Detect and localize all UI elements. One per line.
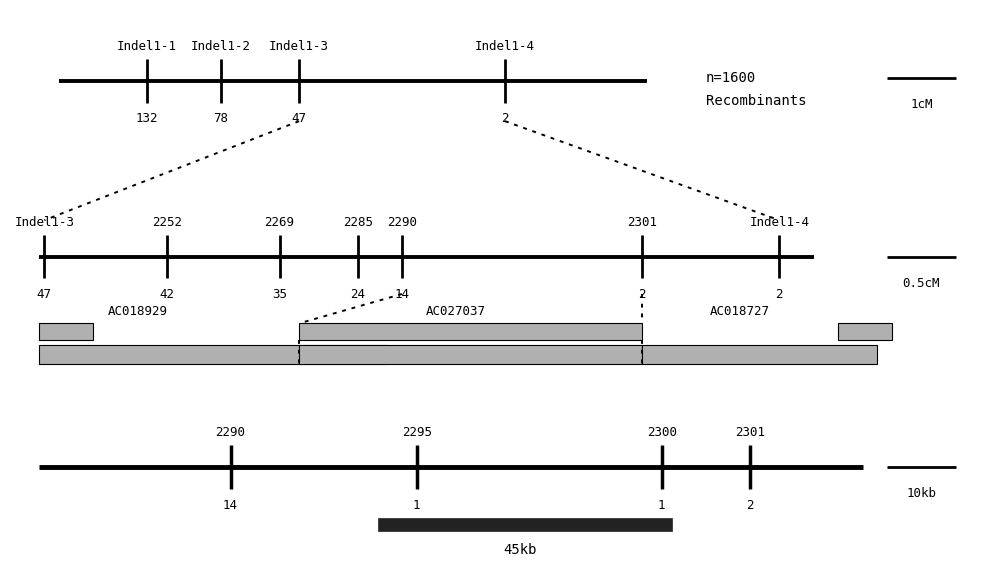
Text: 45kb: 45kb [503, 543, 536, 557]
Text: 2295: 2295 [402, 426, 432, 439]
Text: 78: 78 [213, 112, 228, 125]
Text: 14: 14 [394, 288, 410, 301]
Text: AC018727: AC018727 [710, 305, 770, 318]
Text: 2300: 2300 [647, 426, 677, 439]
Text: 24: 24 [350, 288, 365, 301]
Text: 47: 47 [37, 288, 52, 301]
Text: Recombinants: Recombinants [706, 94, 806, 108]
Text: Indel1-3: Indel1-3 [14, 216, 74, 229]
Text: 35: 35 [272, 288, 287, 301]
Text: Indel1-2: Indel1-2 [191, 40, 251, 53]
Text: 2252: 2252 [152, 216, 182, 229]
Text: Indel1-4: Indel1-4 [749, 216, 809, 229]
Text: 1: 1 [413, 499, 420, 512]
Text: 2301: 2301 [735, 426, 765, 439]
Text: 0.5cM: 0.5cM [903, 277, 940, 290]
Text: 132: 132 [136, 112, 158, 125]
Text: 2: 2 [501, 112, 509, 125]
Bar [299, 345, 642, 364]
Bar [39, 345, 387, 364]
Text: 2269: 2269 [264, 216, 294, 229]
Text: 1cM: 1cM [910, 98, 933, 111]
Text: 1: 1 [658, 499, 665, 512]
Text: 2: 2 [638, 288, 646, 301]
Text: 2290: 2290 [216, 426, 246, 439]
Text: 2285: 2285 [343, 216, 373, 229]
Bar [378, 518, 672, 531]
Text: Indel1-3: Indel1-3 [269, 40, 329, 53]
Bar [39, 323, 93, 339]
Bar [838, 323, 892, 339]
Text: 2301: 2301 [627, 216, 657, 229]
Text: 10kb: 10kb [906, 487, 936, 500]
Bar [299, 323, 642, 339]
Text: 47: 47 [292, 112, 307, 125]
Text: AC018929: AC018929 [107, 305, 167, 318]
Text: Indel1-4: Indel1-4 [475, 40, 535, 53]
Text: 2: 2 [746, 499, 754, 512]
Text: AC027037: AC027037 [426, 305, 486, 318]
Bar [642, 345, 877, 364]
Text: 2: 2 [776, 288, 783, 301]
Text: 42: 42 [159, 288, 174, 301]
Text: 2290: 2290 [387, 216, 417, 229]
Text: Indel1-1: Indel1-1 [117, 40, 177, 53]
Text: 14: 14 [223, 499, 238, 512]
Text: n=1600: n=1600 [706, 71, 756, 85]
